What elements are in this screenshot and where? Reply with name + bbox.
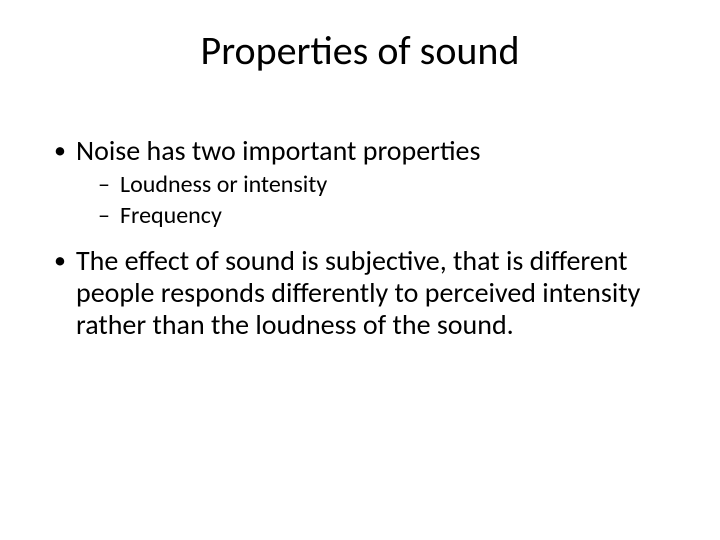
slide: Properties of sound Noise has two import…: [0, 0, 720, 540]
slide-title: Properties of sound: [50, 26, 670, 75]
bullet-text: Noise has two important properties: [76, 133, 480, 168]
sub-bullet-text: Frequency: [120, 201, 222, 230]
sub-bullet-item: Frequency: [98, 202, 670, 231]
sub-bullet-item: Loudness or intensity: [98, 171, 670, 200]
bullet-list: Noise has two important properties Loudn…: [50, 135, 670, 341]
sub-bullet-text: Loudness or intensity: [120, 170, 327, 199]
sub-bullet-list: Loudness or intensity Frequency: [98, 171, 670, 231]
bullet-item: The effect of sound is subjective, that …: [50, 245, 670, 342]
bullet-text: The effect of sound is subjective, that …: [76, 243, 640, 342]
bullet-item: Noise has two important properties Loudn…: [50, 135, 670, 231]
